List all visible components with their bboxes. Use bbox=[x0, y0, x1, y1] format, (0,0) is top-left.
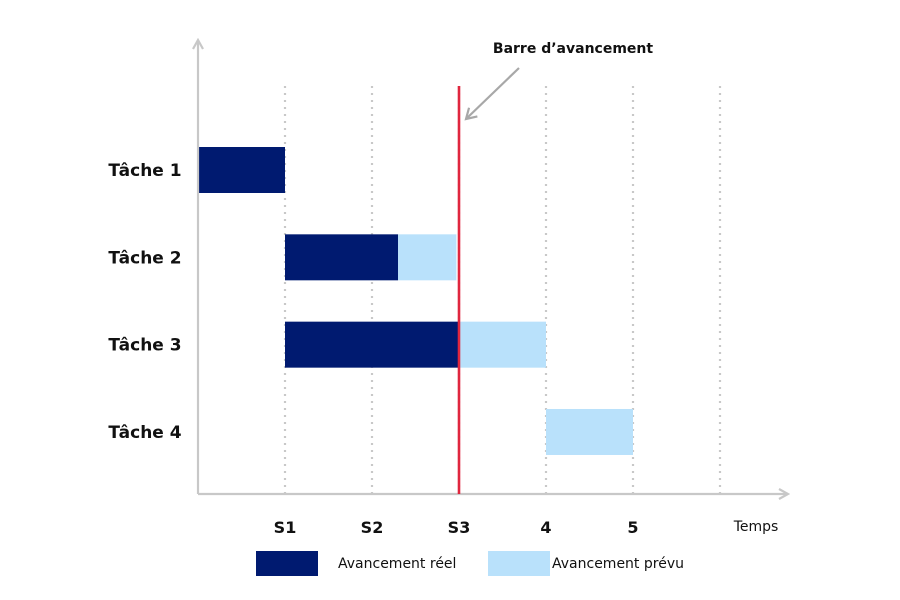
legend-swatch-planned bbox=[488, 551, 550, 576]
x-axis-title: Temps bbox=[733, 519, 779, 535]
task-2-label: Tâche 2 bbox=[108, 248, 181, 268]
task-4-planned-bar bbox=[546, 408, 633, 455]
task-3-label: Tâche 3 bbox=[108, 336, 181, 356]
task-bars bbox=[198, 147, 633, 455]
progress-bar-annotation: Barre d’avancement bbox=[493, 41, 653, 57]
task-2-actual-bar bbox=[285, 234, 399, 281]
task-1-actual-bar bbox=[198, 147, 285, 193]
task-1-label: Tâche 1 bbox=[108, 161, 181, 181]
legend: Avancement réel Avancement prévu bbox=[256, 551, 684, 576]
gridlines bbox=[283, 86, 722, 494]
x-tick-label-2: S2 bbox=[361, 518, 384, 537]
task-2-planned-bar bbox=[398, 234, 457, 281]
task-3-actual-bar bbox=[285, 321, 459, 368]
task-4-label: Tâche 4 bbox=[108, 423, 181, 443]
labels: Barre d’avancement Temps Tâche 1 Tâche 2 T… bbox=[108, 41, 778, 537]
x-tick-label-5: 5 bbox=[627, 518, 638, 537]
legend-swatch-actual bbox=[256, 551, 318, 576]
x-tick-label-3: S3 bbox=[448, 518, 471, 537]
x-tick-label-1: S1 bbox=[274, 518, 297, 537]
legend-label-planned: Avancement prévu bbox=[552, 556, 684, 572]
task-3-planned-bar bbox=[459, 321, 546, 368]
annotation-arrow bbox=[464, 67, 520, 121]
x-tick-label-4: 4 bbox=[540, 518, 551, 537]
axes bbox=[198, 40, 788, 494]
legend-label-actual: Avancement réel bbox=[338, 556, 456, 572]
